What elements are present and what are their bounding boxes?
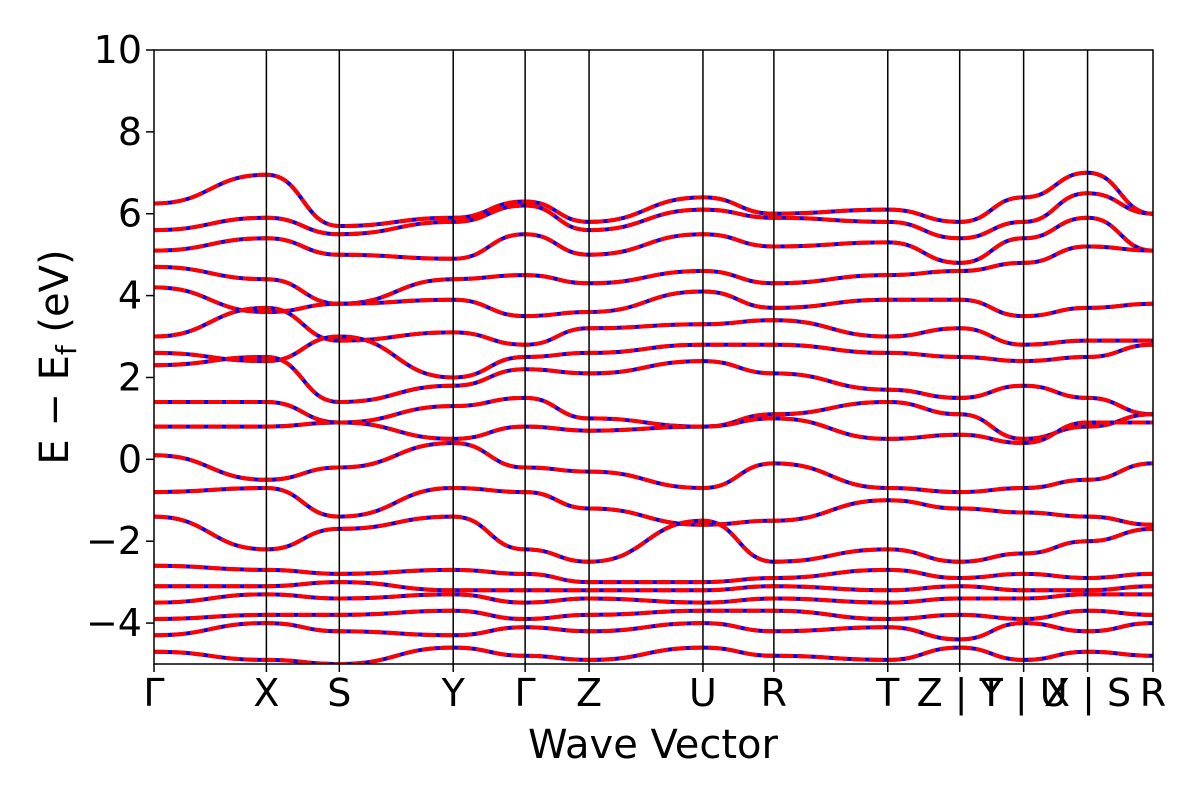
x-tick-label: Γ (143, 671, 164, 715)
y-tick-label: 8 (118, 110, 142, 154)
y-tick-label: −4 (86, 601, 142, 645)
x-tick-label: U (689, 671, 717, 715)
x-tick-label: Z (576, 671, 602, 715)
y-axis: −4 −2 0 2 4 6 8 10 (86, 28, 154, 645)
y-axis-title-unit: (eV) (32, 249, 78, 345)
x-tick-label: R (761, 671, 787, 715)
y-tick-label: 0 (118, 437, 142, 481)
y-tick-label: −2 (86, 519, 142, 563)
y-tick-label: 2 (118, 355, 142, 399)
x-tick-label: Z | Y (917, 671, 1004, 716)
band-line-dashed (154, 440, 1153, 495)
x-tick-label: R (1140, 671, 1166, 715)
x-tick-label: Y (441, 671, 466, 715)
x-axis-title: Wave Vector (528, 722, 779, 768)
y-tick-label: 4 (118, 274, 142, 318)
band-line-dashed (154, 514, 1153, 564)
band-line-dashed (154, 285, 1153, 319)
band-line-dashed (154, 621, 1153, 642)
x-tick-label: S (327, 671, 351, 715)
y-axis-title-subscript: f (50, 344, 83, 355)
x-tick-label: X | S (1044, 671, 1131, 716)
band-line-dashed (154, 170, 1153, 229)
y-axis-title-main: E − E (32, 355, 78, 465)
y-tick-label: 10 (94, 28, 142, 72)
plot-frame (153, 49, 1154, 665)
y-axis-title: E − Ef (eV) (32, 249, 83, 464)
x-tick-label: X (253, 671, 279, 715)
band-line-dashed (154, 354, 1153, 417)
band-line-dashed (154, 485, 1153, 527)
x-tick-label: T | U (979, 671, 1068, 716)
y-tick-label: 6 (118, 192, 142, 236)
x-tick-label: T (875, 671, 900, 715)
x-tick-label: Γ (515, 671, 536, 715)
kpoint-lines-layer (265, 50, 1089, 664)
